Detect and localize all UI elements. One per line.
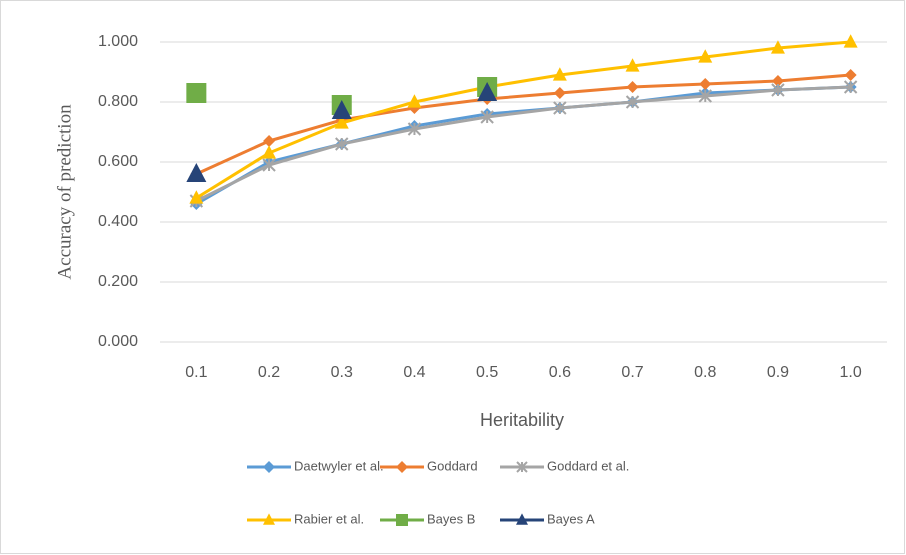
y-tick-label: 0.200 — [98, 273, 138, 290]
series-line — [195, 40, 851, 200]
data-point — [186, 163, 207, 182]
data-point — [335, 137, 349, 151]
data-point — [625, 58, 640, 72]
x-tick-label: 0.3 — [331, 364, 353, 381]
data-point — [698, 89, 712, 103]
data-point — [698, 49, 713, 63]
legend-marker — [396, 461, 408, 473]
x-tick-label: 0.4 — [403, 364, 425, 381]
legend-label: Bayes A — [547, 511, 595, 526]
data-point — [553, 87, 566, 99]
legend-label: Goddard et al. — [547, 458, 629, 473]
data-point — [263, 135, 276, 147]
legend-label: Rabier et al. — [294, 511, 364, 526]
data-point — [407, 94, 422, 108]
x-tick-label: 1.0 — [840, 364, 862, 381]
x-tick-label: 0.6 — [549, 364, 571, 381]
data-point — [553, 101, 567, 115]
data-point — [262, 158, 276, 172]
data-point — [626, 81, 639, 93]
legend-label: Bayes B — [427, 511, 475, 526]
data-point — [331, 100, 352, 119]
data-point — [189, 190, 204, 204]
legend-label: Daetwyler et al. — [294, 458, 384, 473]
data-point — [262, 145, 277, 159]
y-tick-label: 0.000 — [98, 333, 138, 350]
x-tick-label: 0.8 — [694, 364, 716, 381]
series-line — [195, 85, 851, 203]
legend-marker — [516, 461, 528, 473]
data-point — [770, 40, 785, 54]
data-point — [843, 34, 858, 48]
data-point — [844, 69, 857, 81]
legend-marker — [516, 513, 528, 525]
x-tick-label: 0.1 — [185, 364, 207, 381]
legend-marker — [263, 461, 275, 473]
y-tick-label: 0.400 — [98, 213, 138, 230]
y-tick-label: 1.000 — [98, 33, 138, 50]
x-tick-label: 0.2 — [258, 364, 280, 381]
data-point — [477, 82, 498, 101]
y-tick-label: 0.800 — [98, 93, 138, 110]
data-point — [699, 78, 712, 90]
x-tick-label: 0.5 — [476, 364, 498, 381]
x-tick-label: 0.7 — [621, 364, 643, 381]
x-tick-label: 0.9 — [767, 364, 789, 381]
data-point — [843, 80, 858, 94]
data-point — [625, 95, 640, 109]
legend-marker — [396, 514, 408, 526]
x-axis-title: Heritability — [480, 410, 564, 430]
data-point — [334, 115, 349, 129]
data-point — [480, 110, 494, 124]
series-line — [195, 73, 851, 176]
data-point — [407, 122, 422, 136]
data-point — [186, 83, 207, 103]
data-point — [771, 75, 784, 87]
data-point — [771, 83, 785, 97]
y-tick-label: 0.600 — [98, 153, 138, 170]
legend-marker — [263, 513, 275, 525]
data-point — [552, 67, 567, 81]
y-axis-title: Accuracy of prediction — [54, 104, 75, 280]
legend-label: Goddard — [427, 458, 478, 473]
